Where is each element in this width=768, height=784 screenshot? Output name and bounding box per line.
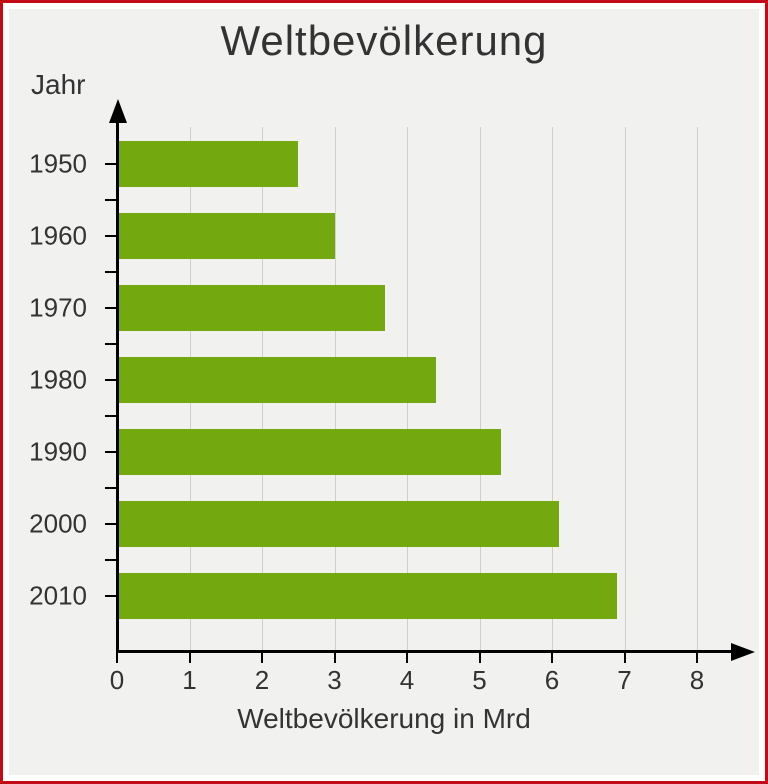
y-tick-label: 2000 [9, 509, 87, 540]
x-tick-mark [189, 651, 191, 663]
x-tick-label: 6 [545, 665, 559, 696]
bar [117, 141, 298, 187]
x-tick-label: 4 [400, 665, 414, 696]
x-tick-mark [334, 651, 336, 663]
x-axis-label: Weltbevölkerung in Mrd [9, 703, 759, 735]
x-tick-label: 3 [327, 665, 341, 696]
x-tick-mark [116, 651, 118, 663]
chart-frame: Weltbevölkerung Jahr Weltbevölkerung in … [0, 0, 768, 784]
x-tick-mark [406, 651, 408, 663]
chart-area: Weltbevölkerung Jahr Weltbevölkerung in … [9, 9, 759, 775]
grid-line [697, 127, 698, 651]
bar [117, 501, 559, 547]
x-tick-mark [551, 651, 553, 663]
bar [117, 285, 385, 331]
x-tick-label: 8 [690, 665, 704, 696]
y-tick-label: 1990 [9, 437, 87, 468]
arrow-up-icon [109, 99, 127, 123]
bar [117, 429, 501, 475]
x-axis-line [116, 650, 734, 653]
bar [117, 357, 436, 403]
bar [117, 573, 617, 619]
y-tick-label: 1950 [9, 149, 87, 180]
x-tick-label: 7 [617, 665, 631, 696]
y-tick-label: 1980 [9, 365, 87, 396]
y-axis-label: Jahr [31, 69, 85, 101]
y-tick-label: 2010 [9, 581, 87, 612]
grid-line [625, 127, 626, 651]
x-tick-label: 0 [110, 665, 124, 696]
chart-title: Weltbevölkerung [9, 17, 759, 65]
x-tick-label: 2 [255, 665, 269, 696]
x-tick-mark [696, 651, 698, 663]
plot-area [117, 127, 697, 651]
y-tick-label: 1960 [9, 221, 87, 252]
x-tick-mark [479, 651, 481, 663]
y-axis-line [116, 117, 119, 651]
x-tick-mark [624, 651, 626, 663]
x-tick-label: 5 [472, 665, 486, 696]
bar [117, 213, 335, 259]
x-tick-mark [261, 651, 263, 663]
x-tick-label: 1 [182, 665, 196, 696]
y-tick-label: 1970 [9, 293, 87, 324]
arrow-right-icon [731, 643, 755, 661]
